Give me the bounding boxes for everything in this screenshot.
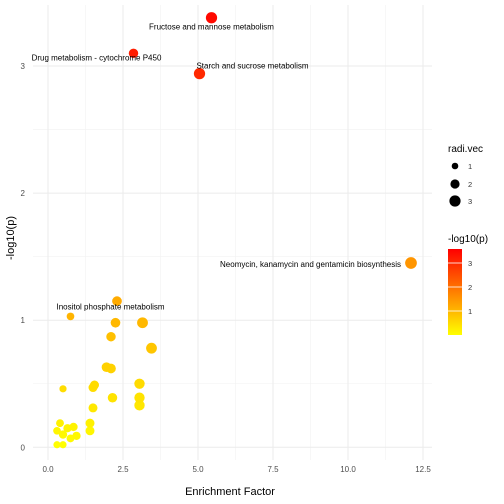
data-point bbox=[69, 422, 78, 432]
data-point bbox=[205, 12, 218, 24]
data-point bbox=[59, 385, 67, 393]
x-tick-label: 2.5 bbox=[117, 465, 129, 474]
y-tick-label: 0 bbox=[21, 443, 26, 452]
data-point bbox=[137, 317, 148, 329]
data-point bbox=[112, 296, 122, 306]
color-legend-title: -log10(p) bbox=[448, 234, 488, 245]
grid-lines bbox=[33, 5, 432, 460]
color-legend-label-1: 1 bbox=[468, 307, 472, 316]
data-point bbox=[101, 362, 112, 373]
point-annotation: Drug metabolism - cytochrome P450 bbox=[32, 53, 162, 62]
data-point bbox=[59, 441, 67, 449]
data-point bbox=[88, 403, 98, 413]
data-point bbox=[106, 331, 116, 342]
y-tick-label: 1 bbox=[21, 316, 26, 325]
data-point bbox=[146, 342, 157, 354]
data-point bbox=[134, 392, 145, 403]
x-tick-label: 7.5 bbox=[267, 465, 279, 474]
data-point bbox=[66, 312, 75, 321]
data-point bbox=[85, 426, 95, 436]
color-legend-label-3: 3 bbox=[468, 259, 472, 268]
data-point bbox=[56, 419, 64, 428]
data-point bbox=[134, 378, 145, 389]
point-annotation: Fructose and mannose metabolism bbox=[149, 23, 274, 32]
y-axis-title: -log10(p) bbox=[5, 216, 17, 260]
x-tick-label: 12.5 bbox=[415, 465, 431, 474]
x-axis-ticks: 0.0 2.5 5.0 7.5 10.0 12.5 bbox=[42, 465, 431, 474]
size-legend: radi.vec 1 2 3 bbox=[448, 144, 483, 207]
size-legend-label-1: 1 bbox=[468, 162, 472, 171]
data-points bbox=[53, 12, 417, 449]
point-annotations: Fructose and mannose metabolism Drug meta… bbox=[32, 23, 401, 312]
data-point bbox=[107, 392, 118, 403]
x-tick-label: 5.0 bbox=[192, 465, 204, 474]
data-point bbox=[58, 430, 68, 439]
x-tick-label: 10.0 bbox=[340, 465, 356, 474]
size-legend-title: radi.vec bbox=[448, 144, 483, 155]
point-annotation: Starch and sucrose metabolism bbox=[196, 62, 308, 71]
data-point bbox=[85, 418, 95, 428]
data-point bbox=[90, 380, 99, 390]
data-point bbox=[72, 431, 81, 441]
data-point bbox=[53, 441, 61, 449]
data-point bbox=[53, 426, 61, 435]
data-point bbox=[128, 48, 139, 59]
color-legend: -log10(p) 3 2 1 bbox=[448, 234, 488, 335]
x-tick-label: 0.0 bbox=[42, 465, 54, 474]
y-tick-label: 3 bbox=[21, 62, 26, 71]
y-tick-label: 2 bbox=[21, 189, 26, 198]
data-point bbox=[134, 400, 145, 411]
data-point bbox=[405, 257, 417, 269]
y-axis-ticks: 0 1 2 3 bbox=[21, 62, 26, 452]
size-legend-label-3: 3 bbox=[468, 197, 472, 206]
data-point bbox=[193, 67, 206, 80]
x-axis-title: Enrichment Factor bbox=[185, 486, 275, 498]
color-legend-label-2: 2 bbox=[468, 283, 472, 292]
size-legend-key-3 bbox=[449, 195, 461, 207]
point-annotation: Neomycin, kanamycin and gentamicin biosy… bbox=[220, 260, 401, 269]
size-legend-key-2 bbox=[450, 179, 460, 189]
data-point bbox=[110, 317, 121, 328]
point-annotation: Inositol phosphate metabolism bbox=[56, 302, 164, 311]
color-legend-bar bbox=[448, 249, 462, 335]
size-legend-label-2: 2 bbox=[468, 180, 472, 189]
size-legend-key-1 bbox=[451, 162, 459, 170]
